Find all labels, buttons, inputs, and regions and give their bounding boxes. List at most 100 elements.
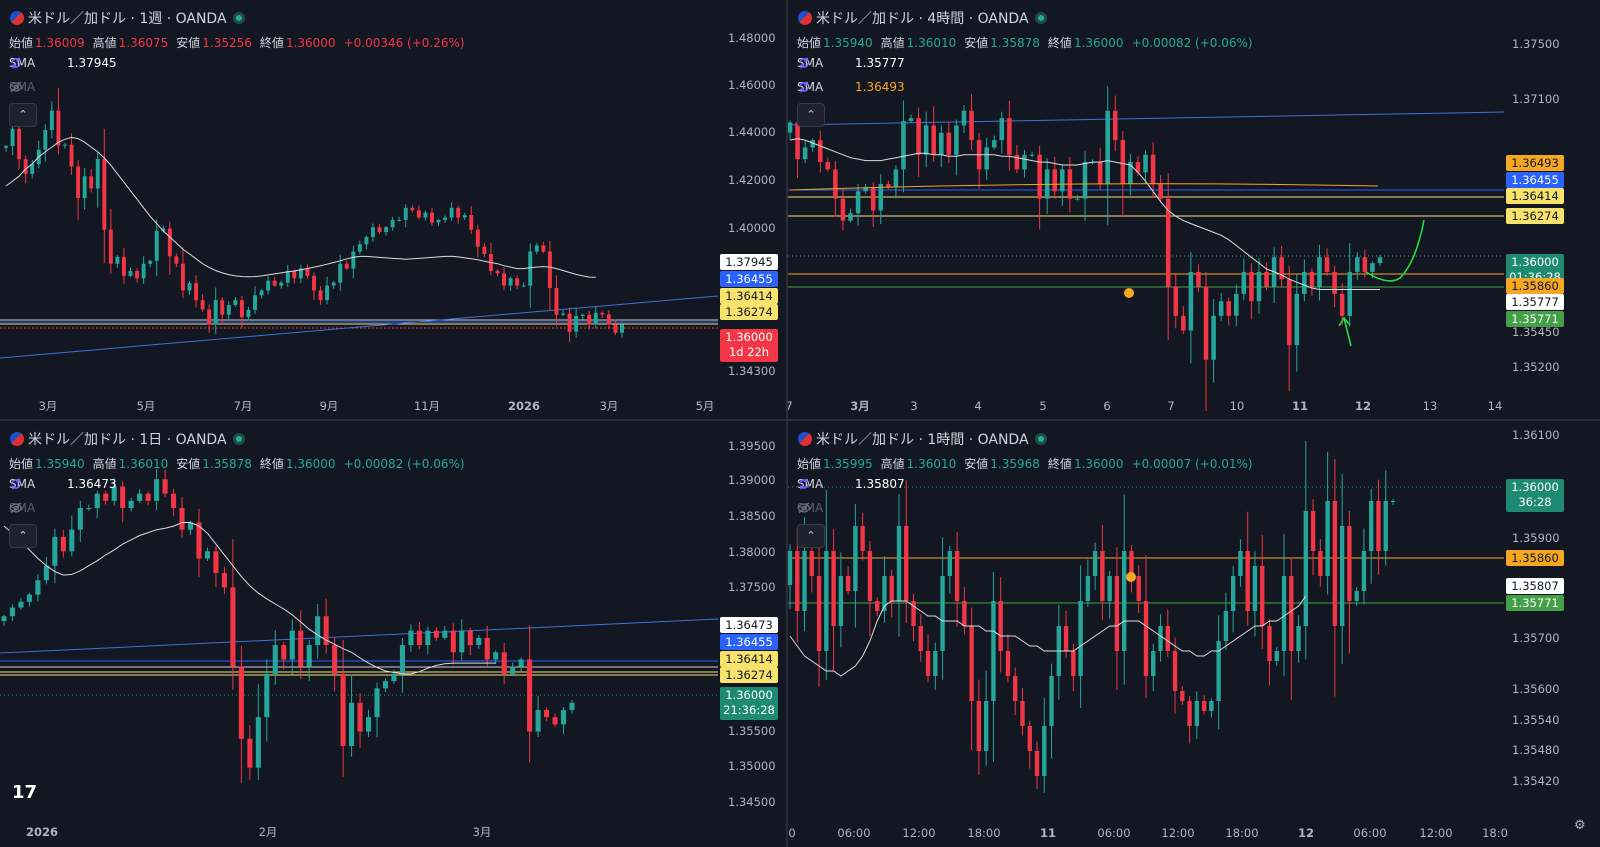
sync-icon[interactable]: [799, 80, 847, 94]
sma-indicator-1[interactable]: SMA 1.35777: [797, 56, 905, 70]
price-label[interactable]: 1.36000 1d 22h: [720, 329, 778, 362]
price-label[interactable]: 1.35807: [1506, 578, 1564, 594]
candle: [371, 223, 375, 243]
tradingview-logo-icon[interactable]: 17: [12, 782, 38, 803]
daily-chart-panel[interactable]: 米ドル／加ドル · 1日 · OANDA 始値 1.35940 高値 1.36010 安値…: [0, 421, 786, 847]
price-label[interactable]: 1.35771: [1506, 595, 1564, 611]
candle: [493, 650, 499, 665]
sma-indicator-2[interactable]: SMA 1.36493: [797, 80, 905, 94]
alert-clock-icon[interactable]: [1126, 572, 1136, 582]
x-tick-label: 3月: [39, 399, 58, 413]
collapse-legend-button[interactable]: ⌃: [9, 103, 37, 127]
price-label[interactable]: 1.36414: [720, 288, 778, 304]
chart-canvas[interactable]: 1.39500 1.39000 1.38500 1.38000 1.37500 1.355…: [0, 421, 786, 847]
sync-icon[interactable]: [11, 477, 59, 491]
sma-indicator-2[interactable]: SMA: [9, 80, 67, 94]
h1-chart-panel[interactable]: 米ドル／加ドル · 1時間 · OANDA 始値 1.35995 高値 1.36010 安…: [788, 421, 1600, 847]
collapse-legend-button[interactable]: ⌃: [797, 524, 825, 548]
sync-icon[interactable]: [799, 56, 847, 70]
horizontal-divider[interactable]: [0, 419, 1600, 421]
low-value: 1.35968: [990, 457, 1040, 471]
trend-line[interactable]: [0, 295, 719, 359]
candle: [825, 157, 831, 172]
eye-off-icon[interactable]: [9, 501, 59, 515]
chart-title[interactable]: 米ドル／加ドル · 1日 · OANDA: [10, 429, 245, 449]
eye-off-icon[interactable]: [9, 80, 59, 94]
chart-canvas[interactable]: 1.36100 1.35900 1.35700 1.35600 1.35540 1.354…: [788, 421, 1600, 847]
h4-chart-panel[interactable]: 米ドル／加ドル · 4時間 · OANDA 始値 1.35940 高値 1.36010 安…: [788, 0, 1600, 419]
candle: [49, 101, 54, 139]
sma-indicator-1[interactable]: SMA 1.36473: [9, 477, 117, 491]
price-label[interactable]: 1.36414: [1506, 188, 1564, 204]
usd-cad-flag-icon: [798, 432, 812, 446]
projection-arrow-drawing[interactable]: [1365, 219, 1425, 282]
candle: [145, 491, 151, 506]
candle: [1196, 264, 1201, 293]
price-label[interactable]: 1.36274: [1506, 208, 1564, 224]
price-label-value: 1.36000: [1511, 480, 1559, 494]
weekly-chart-panel[interactable]: 米ドル／加ドル · 1週 · OANDA 始値 1.36009 高値 1.36075 安値…: [0, 0, 786, 419]
candle: [253, 286, 257, 315]
candle: [983, 670, 989, 766]
sma-indicator-1[interactable]: SMA 1.35807: [797, 477, 905, 491]
chart-canvas[interactable]: 1.37500 1.37100 1.35450 1.35200 7 3月 3 4 5 6 7 10 11…: [788, 0, 1600, 419]
price-label[interactable]: 1.36000 36:28: [1506, 479, 1564, 512]
vertical-divider[interactable]: [786, 0, 788, 847]
symbol-title[interactable]: 米ドル／加ドル · 1時間 · OANDA: [816, 432, 1029, 448]
price-label[interactable]: 1.35771: [1506, 311, 1564, 327]
candle: [137, 489, 143, 503]
candle: [795, 528, 800, 643]
sma-indicator-2[interactable]: SMA: [797, 501, 855, 515]
trend-line[interactable]: [788, 111, 1505, 126]
price-label[interactable]: 1.36473: [720, 617, 778, 633]
chart-title[interactable]: 米ドル／加ドル · 1週 · OANDA: [10, 8, 245, 28]
candle: [488, 242, 493, 276]
candle: [810, 138, 815, 153]
symbol-title[interactable]: 米ドル／加ドル · 1週 · OANDA: [28, 11, 227, 27]
price-label[interactable]: 1.36274: [720, 667, 778, 683]
candle: [904, 480, 909, 623]
alert-clock-icon[interactable]: [1124, 288, 1134, 298]
candle: [1128, 153, 1133, 196]
price-label[interactable]: 1.36455: [1506, 172, 1564, 188]
chart-title[interactable]: 米ドル／加ドル · 1時間 · OANDA: [798, 429, 1047, 449]
price-label[interactable]: 1.36455: [720, 634, 778, 650]
candle: [1037, 145, 1042, 230]
collapse-legend-button[interactable]: ⌃: [797, 103, 825, 127]
candle: [82, 167, 87, 210]
candle: [397, 216, 402, 222]
up-arrow-drawing[interactable]: [1338, 316, 1352, 347]
sma-line: [789, 138, 1380, 290]
sma-indicator-2[interactable]: SMA: [9, 501, 67, 515]
sync-icon[interactable]: [11, 56, 59, 70]
candle: [281, 642, 287, 670]
price-label[interactable]: 1.35860: [1506, 278, 1564, 294]
price-label[interactable]: 1.36493: [1506, 155, 1564, 171]
sync-icon[interactable]: [799, 477, 847, 491]
settings-gear-icon[interactable]: ⚙: [1574, 818, 1586, 833]
sma-indicator-1[interactable]: SMA 1.37945: [9, 56, 117, 70]
price-label[interactable]: 1.36000 21:36:28: [720, 687, 778, 720]
candle: [103, 490, 109, 505]
chart-canvas[interactable]: 1.48000 1.46000 1.44000 1.42000 1.40000 1.343…: [0, 0, 786, 419]
price-label[interactable]: 1.35860: [1506, 550, 1564, 566]
price-label-value: 1.36414: [725, 289, 773, 303]
eye-off-icon[interactable]: [797, 501, 847, 515]
candle: [69, 515, 75, 557]
symbol-title[interactable]: 米ドル／加ドル · 1日 · OANDA: [28, 432, 227, 448]
y-tick-label: 1.35480: [1512, 743, 1560, 757]
price-label[interactable]: 1.36414: [720, 651, 778, 667]
candle: [1309, 268, 1315, 297]
x-tick-label: 12:00: [902, 826, 935, 840]
symbol-title[interactable]: 米ドル／加ドル · 4時間 · OANDA: [816, 11, 1029, 27]
candle: [1150, 142, 1156, 198]
chart-title[interactable]: 米ドル／加ドル · 4時間 · OANDA: [798, 8, 1047, 28]
price-label[interactable]: 1.35777: [1506, 294, 1564, 310]
price-label[interactable]: 1.36274: [720, 304, 778, 320]
trend-line[interactable]: [0, 618, 719, 654]
y-tick-label: 1.34500: [728, 795, 776, 809]
price-label[interactable]: 1.36455: [720, 271, 778, 287]
y-tick-label: 1.35700: [1512, 631, 1560, 645]
collapse-legend-button[interactable]: ⌃: [9, 524, 37, 548]
price-label[interactable]: 1.37945: [720, 254, 778, 270]
